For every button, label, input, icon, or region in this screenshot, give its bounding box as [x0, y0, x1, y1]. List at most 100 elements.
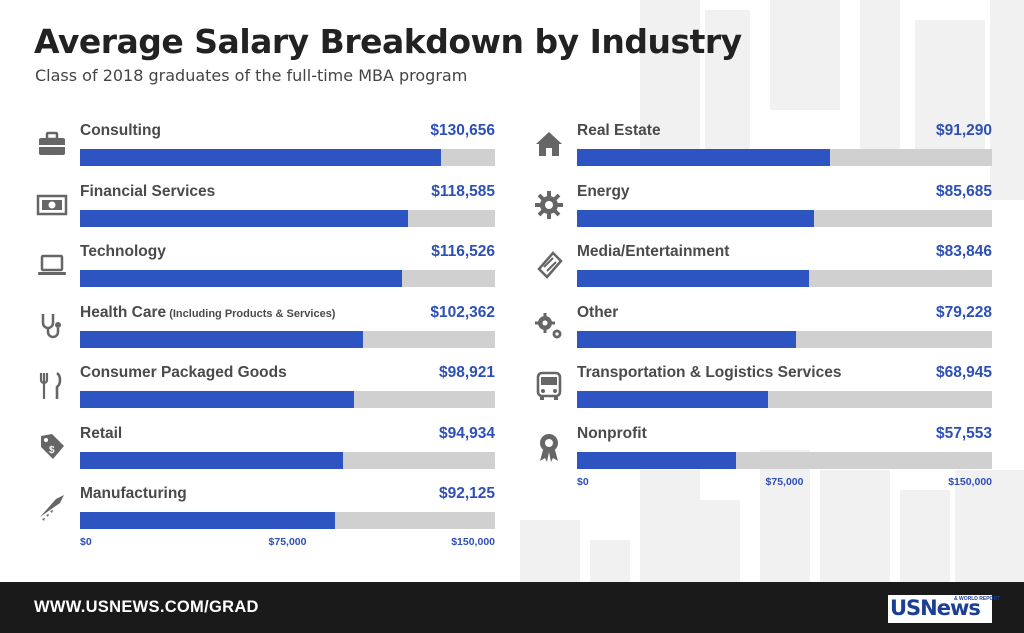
value-label: $98,921 [438, 364, 495, 381]
value-label: $94,934 [438, 424, 495, 442]
bar-track [80, 330, 495, 348]
category-name: Retail [80, 424, 123, 442]
category-label: Consumer Packaged Goods [80, 364, 287, 382]
industry-row: Consumer Packaged Goods $98,921 [30, 360, 500, 420]
bar [80, 330, 364, 348]
value-label: $68,945 [935, 364, 992, 381]
bar [577, 149, 830, 166]
value-label: $57,553 [935, 424, 992, 442]
category-name: Media/Entertainment [577, 243, 730, 260]
x-tick-label: $0 [577, 475, 589, 488]
bus-icon [529, 368, 569, 404]
city-skyline-background [520, 0, 1024, 582]
footer-bar: WWW.USNEWS.COM/GRAD USNews & WORLD REPOR… [0, 582, 1024, 633]
bar [577, 330, 797, 348]
category-name: Real Estate [577, 122, 661, 139]
category-label: Real Estate [577, 122, 661, 140]
category-name: Manufacturing [80, 485, 187, 502]
category-name: Financial Services [80, 182, 216, 200]
x-tick-label: $150,000 [451, 536, 495, 548]
value-label: $116,526 [431, 243, 495, 260]
award-ribbon-icon [529, 429, 569, 465]
value-label: $85,685 [935, 182, 992, 200]
stethoscope-icon [32, 308, 72, 344]
category-label: Other [577, 304, 618, 322]
bar-track [577, 209, 992, 227]
x-tick-label: $0 [80, 536, 92, 548]
price-tag-icon: $ [32, 429, 72, 465]
x-tick-label: $75,000 [268, 536, 307, 548]
industry-row: Real Estate $91,290 [527, 118, 997, 178]
house-icon [529, 126, 569, 162]
category-label: Manufacturing [80, 485, 187, 503]
category-label: Financial Services [80, 183, 215, 201]
value-label: $118,585 [431, 182, 495, 200]
industry-row: Nonprofit $57,553 [527, 421, 997, 481]
bar-track [80, 451, 495, 469]
category-label: Nonprofit [577, 425, 647, 443]
bar-track [577, 270, 992, 287]
bar-track [80, 512, 495, 529]
category-label: Transportation & Logistics Services [577, 364, 841, 382]
bar [80, 270, 403, 287]
category-label: Media/Entertainment [577, 243, 729, 261]
category-name: Energy [577, 182, 630, 200]
saw-icon [32, 489, 72, 525]
bar [577, 451, 737, 469]
industry-row: Other $79,228 [527, 300, 997, 360]
bar-track [80, 391, 495, 408]
category-name: Consumer Packaged Goods [80, 364, 287, 381]
industry-row: Media/Entertainment $83,846 [527, 239, 997, 299]
laptop-icon [32, 247, 72, 283]
briefcase-icon [32, 126, 72, 162]
fork-knife-icon [32, 368, 72, 404]
bar-track [577, 451, 992, 469]
ticket-icon [529, 247, 569, 283]
industry-row: Transportation & Logistics Services $68,9… [527, 360, 997, 420]
x-axis: $0 $75,000 $150,000 [577, 476, 992, 492]
right-column-chart: Real Estate $91,290 Energy $85,685 Media/Ent… [527, 118, 997, 558]
industry-row: Health Care (Including Products & Servic… [30, 300, 500, 360]
value-label: $92,125 [438, 485, 495, 502]
bar-track [80, 209, 495, 227]
logo-tagline: & WORLD REPORT [954, 596, 1001, 602]
category-name: Transportation & Logistics Services [577, 364, 842, 381]
bar [577, 270, 809, 287]
bar [80, 391, 354, 408]
category-name: Health Care [80, 303, 167, 321]
gears-icon [529, 308, 569, 344]
bar [80, 209, 409, 227]
category-label: Technology [80, 243, 166, 261]
industry-row: Manufacturing $92,125 [30, 481, 500, 541]
footer-url[interactable]: WWW.USNEWS.COM/GRAD [34, 598, 259, 616]
value-label: $130,656 [430, 122, 495, 139]
x-tick-label: $75,000 [765, 475, 804, 488]
usnews-logo[interactable]: USNews & WORLD REPORT [888, 595, 1000, 623]
value-label: $102,362 [430, 303, 495, 321]
chart-title: Average Salary Breakdown by Industry [34, 22, 742, 61]
logo-text: USNews [890, 596, 981, 620]
bar [577, 391, 768, 408]
industry-row: Technology $116,526 [30, 239, 500, 299]
left-column-chart: Consulting $130,656 Financial Services $118… [30, 118, 500, 558]
bar-track [577, 149, 992, 166]
industry-row: Energy $85,685 [527, 179, 997, 239]
category-note: (Including Products & Services) [166, 307, 336, 320]
category-name: Other [577, 303, 619, 321]
value-label: $91,290 [935, 122, 992, 139]
bar [80, 451, 343, 469]
category-name: Nonprofit [577, 424, 647, 442]
category-label: Health Care (Including Products & Servic… [80, 304, 335, 322]
category-label: Retail [80, 425, 122, 443]
bar-track [577, 330, 992, 348]
industry-row: $ Retail $94,934 [30, 421, 500, 481]
x-axis: $0 $75,000 $150,000 [80, 536, 495, 552]
bar [577, 209, 815, 227]
gear-icon [529, 187, 569, 223]
money-icon [32, 187, 72, 223]
chart-subtitle: Class of 2018 graduates of the full-time… [35, 66, 468, 85]
bar [80, 512, 335, 529]
x-tick-label: $150,000 [948, 475, 992, 488]
bar [80, 149, 442, 166]
category-name: Technology [80, 243, 166, 260]
